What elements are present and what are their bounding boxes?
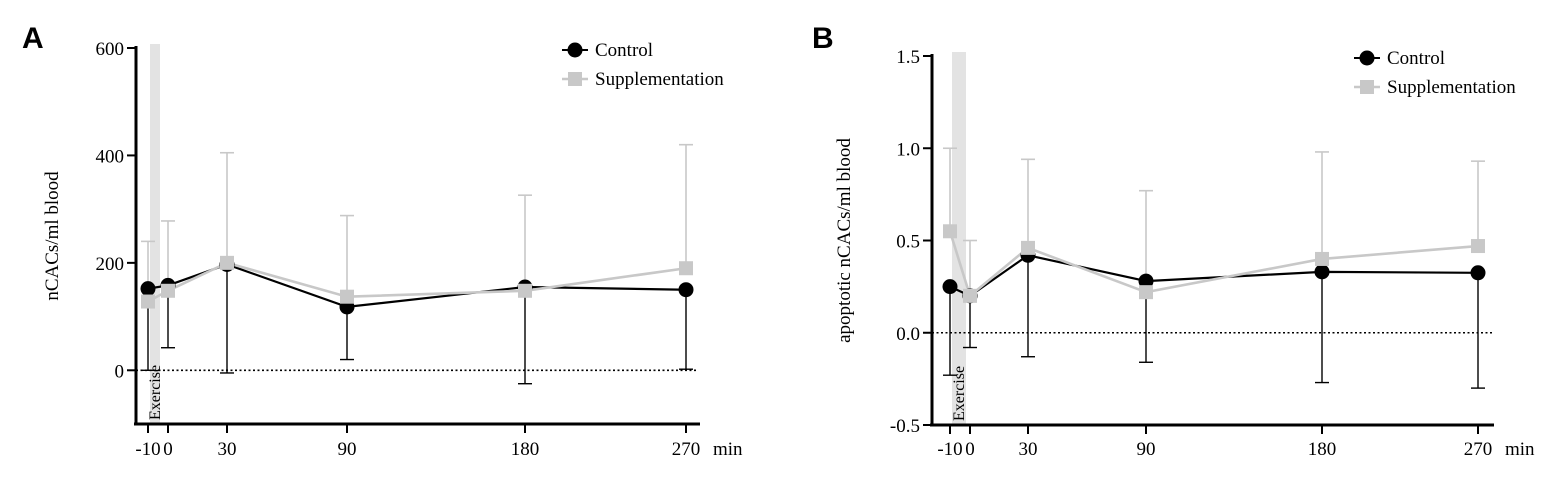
y-tick-label: -0.5 (890, 416, 920, 437)
y-tick-label: 0.5 (896, 232, 920, 253)
panel-letter: A (22, 22, 44, 55)
chart-panel-B: B -0.5 0.0 0.5 1.0 1.5 -10 0 30 90 180 270 min apopto… (812, 22, 1535, 460)
panel-letter: B (812, 22, 834, 55)
x-tick-label: 270 (1464, 439, 1493, 460)
x-axis-title: min (713, 439, 743, 460)
y-tick-label: 600 (96, 39, 125, 60)
x-tick-label: 30 (218, 439, 237, 460)
x-tick-label: -10 (135, 439, 160, 460)
y-axis-title: nCACs/ml blood (42, 171, 63, 301)
y-tick-label: 1.0 (896, 139, 920, 160)
supplementation-point (1021, 240, 1035, 255)
control-point (1470, 265, 1486, 281)
legend-control-label: Control (1387, 48, 1445, 69)
legend-control-marker (567, 42, 583, 58)
supplementation-point (1315, 251, 1329, 266)
x-tick-label: 180 (1308, 439, 1337, 460)
x-tick-label: 90 (1137, 439, 1156, 460)
supplementation-point (1471, 239, 1485, 254)
supplementation-point (943, 224, 957, 239)
legend-supplementation-label: Supplementation (1387, 77, 1516, 98)
exercise-band (150, 44, 160, 424)
control-point (140, 281, 156, 297)
legend-control-label: Control (595, 40, 653, 61)
y-tick-label: 1.5 (896, 47, 920, 68)
control-point (1314, 264, 1330, 280)
legend-supplementation-marker (568, 72, 582, 86)
x-tick-label: 180 (511, 439, 540, 460)
supplementation-point (518, 283, 532, 298)
y-tick-label: 400 (96, 146, 125, 167)
x-tick-label: -10 (937, 439, 962, 460)
legend-control-marker (1359, 50, 1375, 66)
y-tick-label: 0.0 (896, 324, 920, 345)
x-tick-label: 0 (163, 439, 173, 460)
exercise-label: Exercise (147, 365, 164, 420)
legend-supplementation-label: Supplementation (595, 69, 724, 90)
exercise-band (952, 52, 966, 425)
y-tick-label: 0 (115, 361, 125, 382)
control-point (678, 282, 694, 298)
control-point (1138, 273, 1154, 289)
exercise-label: Exercise (951, 366, 968, 421)
legend-supplementation-marker (1360, 80, 1374, 94)
supplementation-point (220, 255, 234, 270)
y-axis-title: apoptotic nCACs/ml blood (834, 138, 855, 343)
supplementation-line (948, 230, 1479, 299)
control-point (942, 279, 958, 295)
supplementation-point (1139, 285, 1153, 300)
supplementation-point (679, 261, 693, 276)
supplementation-point (963, 288, 977, 303)
supplementation-point (340, 289, 354, 304)
y-tick-label: 200 (96, 254, 125, 275)
x-tick-label: 90 (338, 439, 357, 460)
x-tick-label: 270 (672, 439, 701, 460)
x-tick-label: 0 (965, 439, 975, 460)
supplementation-point (161, 283, 175, 298)
supplementation-point (141, 294, 155, 309)
x-tick-label: 30 (1019, 439, 1038, 460)
x-axis-title: min (1505, 439, 1535, 460)
